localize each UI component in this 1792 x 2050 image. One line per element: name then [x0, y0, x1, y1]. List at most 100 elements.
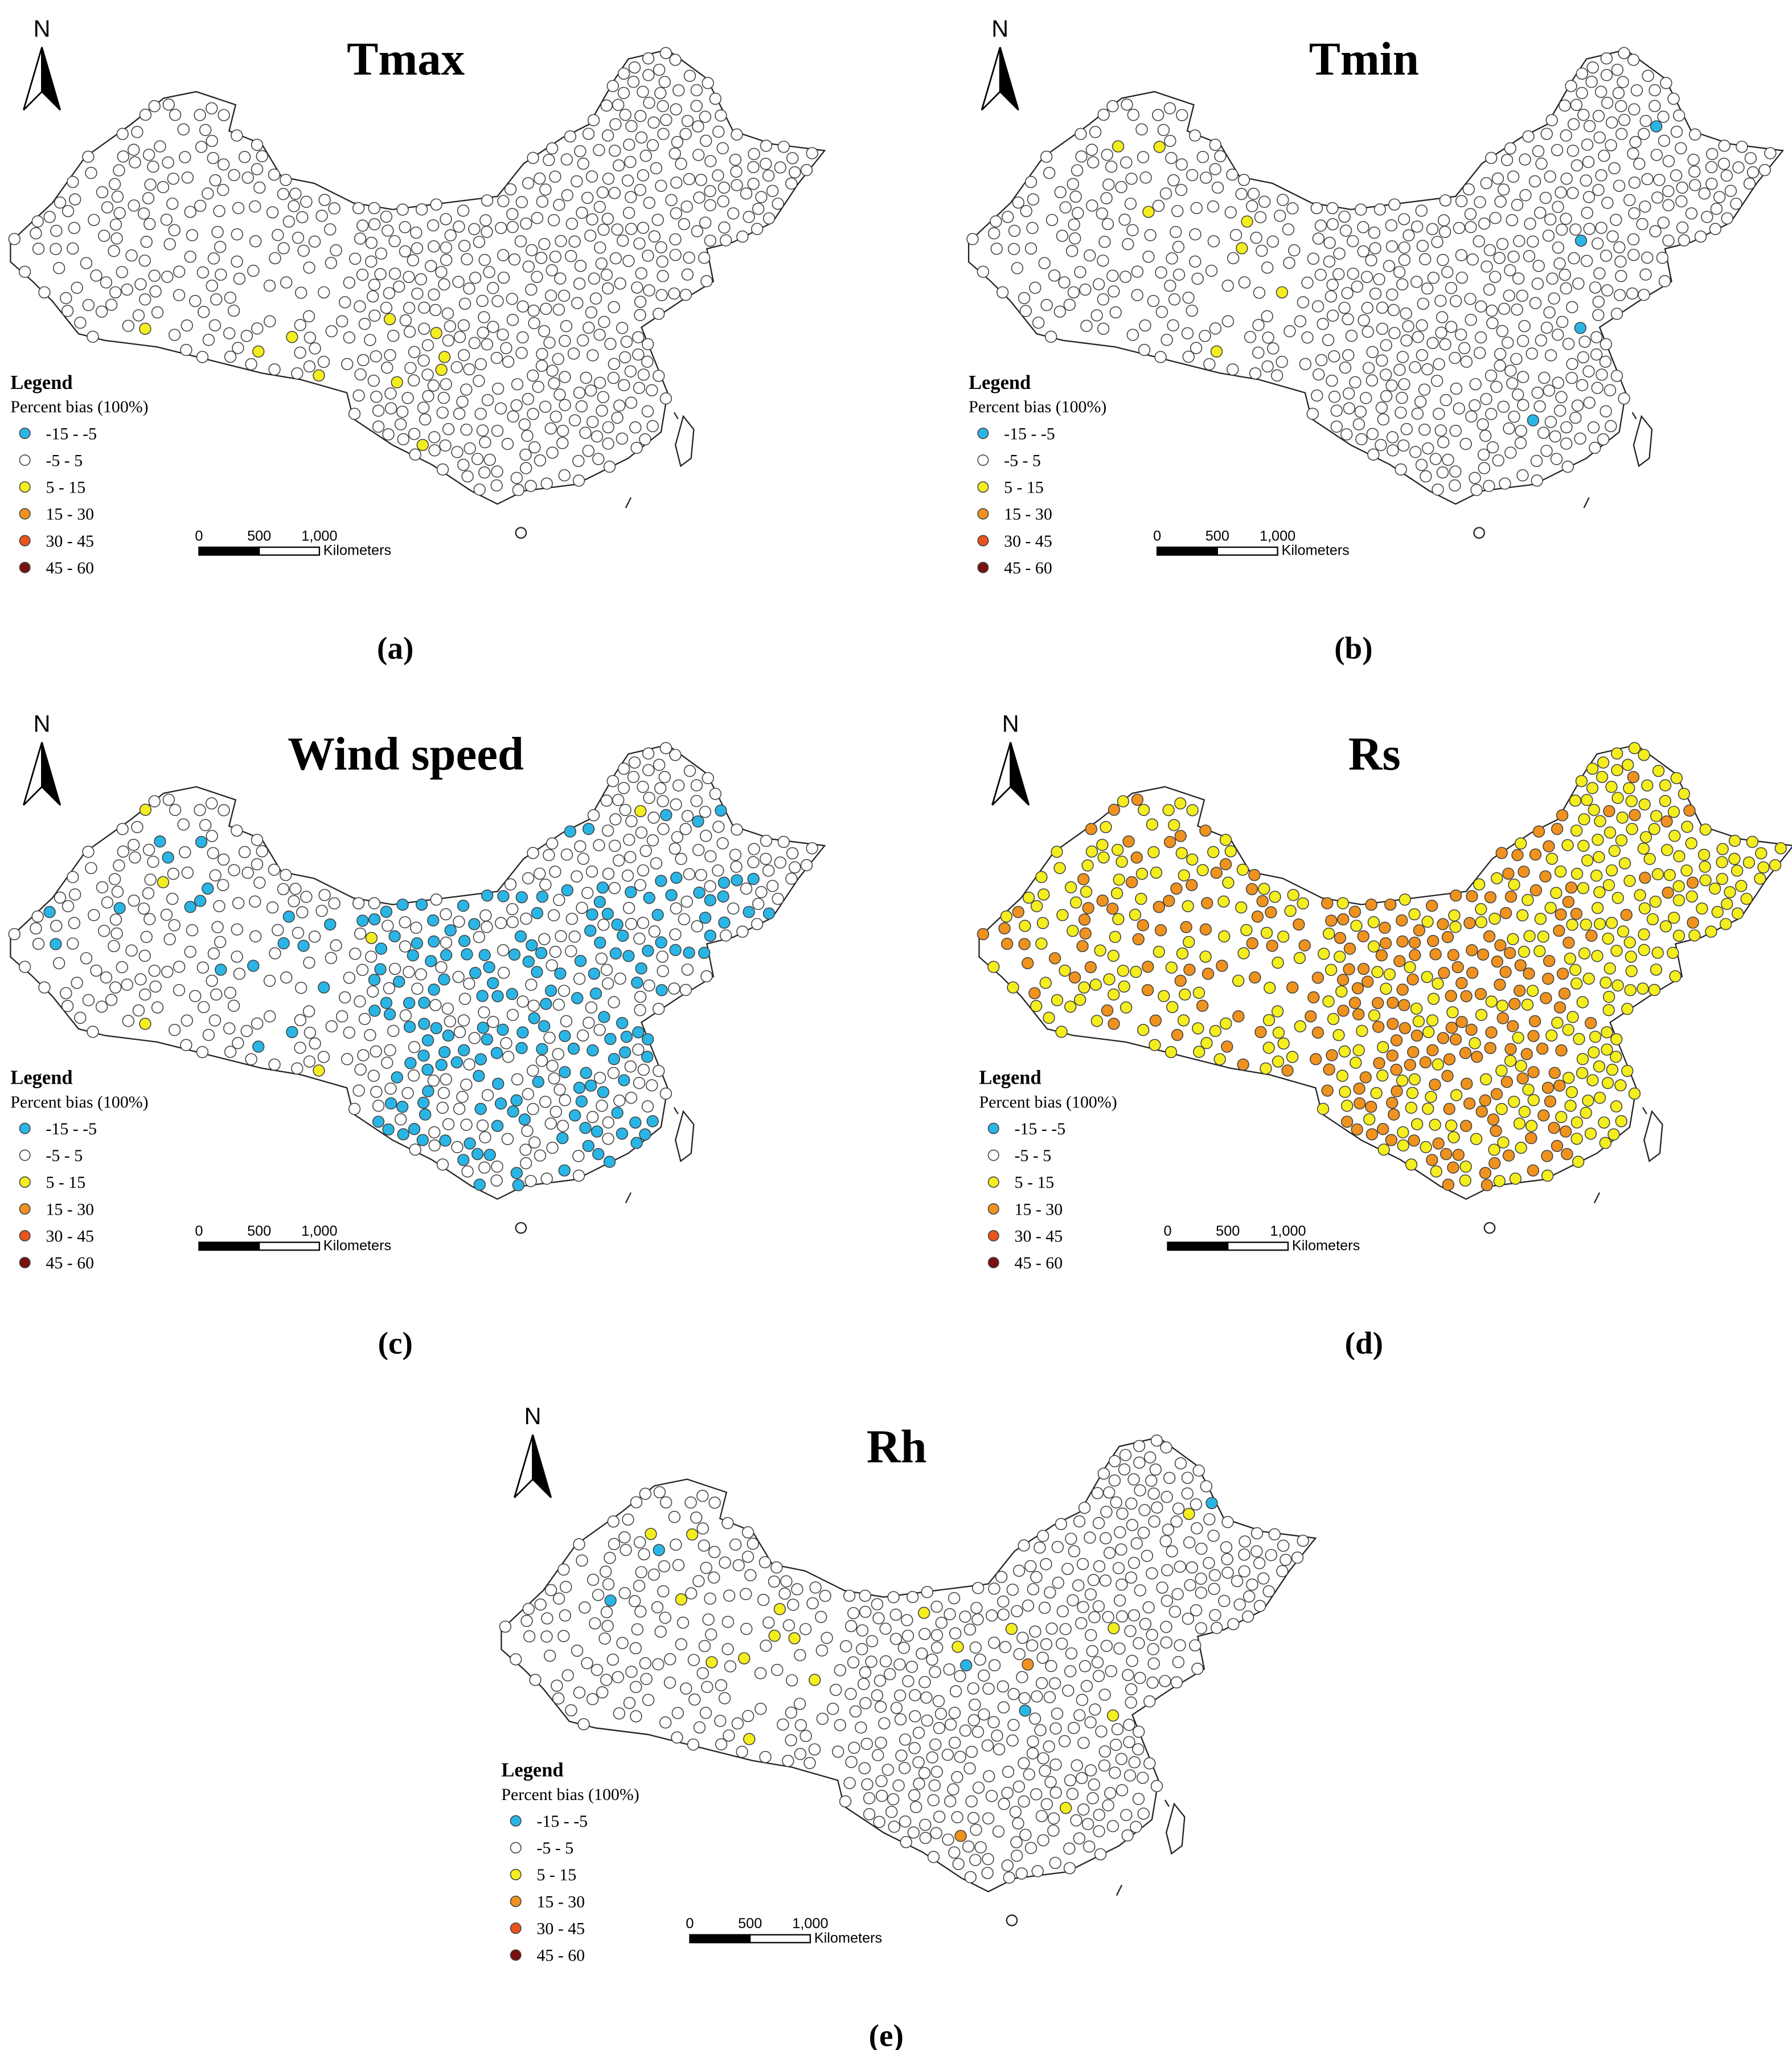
station [1130, 965, 1142, 978]
station [1649, 225, 1662, 237]
station [116, 823, 129, 835]
station [418, 1018, 430, 1030]
station [435, 1059, 448, 1071]
station [1067, 1721, 1080, 1735]
station [1543, 384, 1556, 397]
station [1447, 1161, 1459, 1174]
station [1434, 424, 1447, 437]
taiwan [1166, 1802, 1186, 1855]
station [607, 1067, 620, 1080]
station [625, 885, 637, 899]
station [1367, 940, 1380, 953]
scale-label: 500 [1216, 1223, 1240, 1239]
station [1400, 423, 1413, 436]
station [1352, 418, 1365, 430]
station [1211, 181, 1224, 194]
station [372, 1100, 385, 1112]
station [324, 223, 337, 236]
station [1504, 364, 1517, 377]
station [660, 809, 672, 821]
station [1124, 198, 1137, 210]
station [668, 982, 680, 995]
station [1499, 477, 1511, 490]
station [1638, 928, 1650, 941]
station [732, 1559, 745, 1572]
station [428, 983, 440, 996]
station [435, 363, 448, 376]
station [1104, 1787, 1117, 1799]
station [596, 1686, 609, 1699]
station [1232, 1010, 1245, 1023]
station [786, 1674, 798, 1687]
station [463, 363, 475, 376]
station [535, 1055, 548, 1067]
station [1528, 175, 1541, 188]
station [581, 1657, 593, 1670]
station [1593, 851, 1605, 863]
station [1016, 1671, 1028, 1683]
station [1134, 1671, 1146, 1684]
station [1155, 266, 1167, 279]
station [1650, 964, 1663, 976]
station [1591, 950, 1604, 962]
station [478, 949, 491, 961]
station [700, 134, 712, 147]
station [933, 1810, 946, 1823]
station [1287, 889, 1299, 901]
station [428, 240, 440, 253]
station [1503, 289, 1515, 302]
station [762, 212, 776, 225]
station [571, 870, 583, 883]
station [1082, 902, 1094, 915]
station [551, 1679, 563, 1692]
station [1623, 194, 1636, 207]
station [741, 1526, 754, 1539]
station [366, 290, 379, 303]
station [168, 1024, 181, 1036]
station [382, 428, 395, 441]
station [1207, 200, 1220, 213]
station [1437, 253, 1449, 266]
station [403, 270, 415, 283]
station [67, 175, 79, 188]
station [954, 1830, 967, 1842]
station [1373, 1057, 1385, 1069]
station [1029, 281, 1041, 294]
station [1596, 368, 1608, 381]
station [217, 158, 230, 171]
station [1227, 1618, 1240, 1630]
station [528, 1136, 541, 1149]
station [1377, 413, 1390, 426]
station [1415, 204, 1428, 217]
station [1184, 1578, 1196, 1592]
station [1130, 851, 1143, 864]
station [1658, 275, 1671, 288]
station [1026, 222, 1039, 234]
station [1365, 374, 1379, 387]
station [277, 188, 290, 200]
station [1246, 1578, 1258, 1591]
station [1485, 151, 1498, 164]
station [490, 479, 503, 492]
station [1541, 1081, 1555, 1094]
station [704, 199, 716, 211]
scale-label: 0 [1163, 1223, 1171, 1239]
station [1306, 408, 1319, 420]
station [918, 1606, 930, 1620]
station [1345, 330, 1358, 342]
station [574, 145, 587, 158]
station [601, 1620, 614, 1633]
station [1019, 1704, 1031, 1717]
station [125, 249, 138, 262]
station [1000, 910, 1012, 923]
station [1565, 80, 1577, 92]
station [622, 1513, 634, 1526]
station [85, 862, 97, 875]
station [897, 1642, 910, 1654]
station [1167, 174, 1180, 187]
station [558, 469, 571, 482]
station [981, 1867, 994, 1879]
station [139, 293, 151, 306]
station [1072, 207, 1084, 219]
station [1142, 961, 1154, 973]
